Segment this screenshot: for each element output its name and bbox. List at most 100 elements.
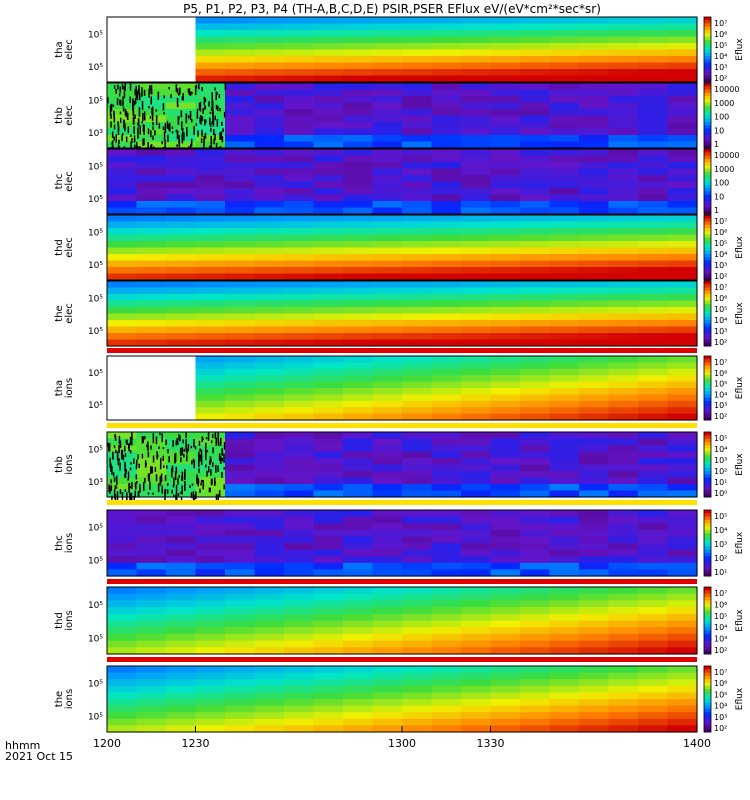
heatmap-cell [225, 672, 256, 680]
heatmap-cell [431, 313, 462, 321]
heatmap-cell [343, 718, 374, 726]
heatmap-cell [579, 569, 610, 577]
heatmap-cell [461, 181, 492, 189]
heatmap-cell [461, 30, 492, 38]
noise-speck [135, 89, 138, 99]
heatmap-cell [107, 407, 138, 415]
heatmap-cell [402, 510, 433, 518]
heatmap-cell [284, 267, 315, 275]
noise-speck [121, 84, 124, 90]
heatmap-cell [372, 569, 403, 577]
heatmap-cell [372, 260, 403, 268]
noise-speck [164, 123, 167, 133]
heatmap-cell [608, 221, 639, 229]
heatmap-cell [136, 368, 167, 376]
heatmap-cell [372, 712, 403, 720]
heatmap-cell [490, 394, 521, 402]
heatmap-cell [284, 562, 315, 570]
heatmap-cell [579, 207, 610, 215]
heatmap-cell [490, 647, 521, 655]
heatmap-cell [461, 273, 492, 281]
heatmap-cell [107, 273, 138, 281]
heatmap-cell [431, 705, 462, 713]
noise-speck [131, 436, 133, 446]
heatmap-cell [225, 445, 256, 453]
heatmap-cell [136, 407, 167, 415]
heatmap-cell [136, 388, 167, 395]
heatmap-cell [608, 510, 639, 518]
heatmap-cell [667, 215, 698, 223]
heatmap-cell [520, 718, 551, 726]
heatmap-cell [343, 207, 374, 215]
heatmap-cell [195, 362, 226, 370]
heatmap-cell [638, 705, 669, 713]
heatmap-cell [343, 705, 374, 713]
noise-speck [123, 91, 126, 99]
heatmap-cell [254, 333, 285, 341]
heatmap-cell [136, 356, 167, 363]
heatmap-cell [136, 260, 167, 268]
heatmap-cell [667, 339, 698, 347]
heatmap-cell [195, 438, 226, 446]
heatmap-cell [107, 725, 138, 733]
heatmap-cell [579, 445, 610, 453]
heatmap-cell [254, 234, 285, 242]
heatmap-cell [608, 326, 639, 334]
noise-speck [123, 86, 126, 91]
time-format-label: hhmm [5, 739, 40, 752]
noise-speck [177, 104, 179, 108]
heatmap-cell [490, 326, 521, 334]
heatmap-cell [107, 188, 138, 196]
heatmap-cell [579, 484, 610, 492]
heatmap-cell [195, 207, 226, 215]
heatmap-cell [225, 49, 256, 57]
heatmap-cell [520, 529, 551, 537]
noise-speck [131, 481, 133, 490]
colorbar-segment [704, 416, 711, 421]
heatmap-cell [195, 388, 226, 395]
heatmap-cell [195, 613, 226, 622]
colorbar-segment [704, 152, 711, 156]
noise-speck [198, 451, 200, 459]
heatmap-cell [166, 523, 197, 531]
y-tick-label: 10⁵ [88, 369, 103, 379]
heatmap-cell [608, 247, 639, 255]
y-axis-label: thc ions [54, 533, 75, 553]
heatmap-cell [136, 543, 167, 551]
heatmap-cell [343, 122, 374, 130]
noise-speck [175, 440, 177, 446]
heatmap-cell [166, 83, 197, 91]
heatmap-cell [638, 281, 669, 289]
y-axis-label: tha elec [54, 39, 75, 60]
heatmap-cell [638, 600, 669, 608]
heatmap-cell [520, 640, 551, 648]
heatmap-cell [608, 96, 639, 104]
heatmap-cell [166, 300, 197, 308]
noise-speck [223, 453, 225, 463]
heatmap-cell [520, 30, 551, 38]
heatmap-cell [579, 607, 610, 615]
colorbar-segment [704, 516, 711, 521]
heatmap-cell [136, 49, 167, 57]
heatmap-cell [549, 43, 580, 51]
heatmap-cell [225, 562, 256, 570]
heatmap-cell [195, 562, 226, 570]
colorbar-segment [704, 441, 711, 446]
heatmap-cell [579, 523, 610, 531]
colorbar-tick-label: 10³ [714, 63, 727, 72]
heatmap-cell [107, 162, 138, 170]
heatmap-cell [579, 23, 610, 31]
heatmap-cell [284, 484, 315, 492]
heatmap-cell [313, 543, 344, 551]
heatmap-cell [225, 89, 256, 97]
heatmap-cell [520, 168, 551, 176]
heatmap-cell [490, 458, 521, 466]
noise-speck [119, 111, 122, 115]
heatmap-cell [638, 451, 669, 459]
heatmap-cell [402, 375, 433, 383]
heatmap-cell [490, 536, 521, 544]
colorbar-segment [704, 109, 711, 113]
heatmap-cell [638, 587, 669, 595]
heatmap-cell [490, 228, 521, 236]
